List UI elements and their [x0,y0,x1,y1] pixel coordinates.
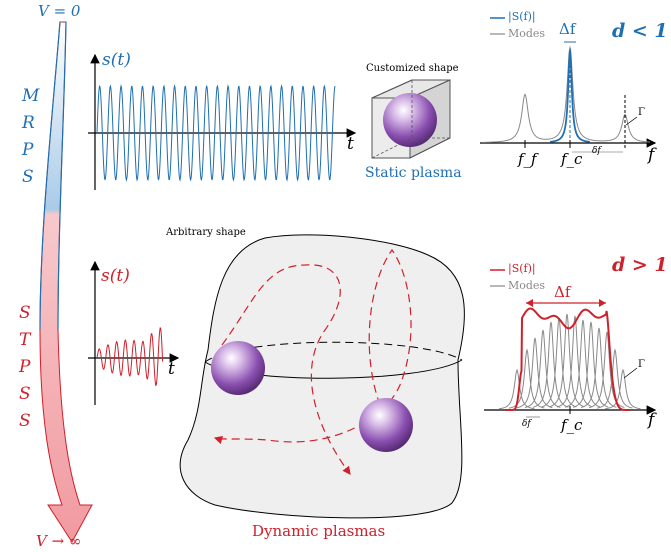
arbitrary-shape-caption: Arbitrary shape [166,227,246,238]
equator-back [204,341,463,363]
plasma-trajectory-1 [221,264,351,475]
static-legend-main: |S(f)| [508,10,536,23]
volume-arrow-top-edge [39,21,61,331]
customized-shape-caption: Customized shape [366,63,459,74]
dynamic-regime-label: d > 1 [612,254,668,276]
volume-bottom-label: V → ∞ [36,532,82,550]
upper-letter-r: R [22,113,35,133]
lower-letter-s2: S [19,384,31,404]
static-signal-label: s(t) [102,50,131,70]
lower-letter-t: T [19,330,31,350]
static-gamma-pointer [625,116,638,126]
dynamic-plasma-sphere-left [211,341,265,395]
static-time-label: t [347,134,354,154]
dynamic-signal-waveform [96,327,164,387]
dynamic-spacing-label: δf [522,419,531,429]
static-legend-modes: Modes [508,27,546,40]
dynamic-damping-label: Γ [638,359,645,370]
static-axis-label: f [648,145,655,165]
dynamic-plasma-sphere-right [359,398,413,452]
volume-arrow-top-edge-right [57,21,67,331]
dynamic-axis-label: f [648,410,655,430]
dynamic-bandwidth-label: Δf [554,283,571,301]
dynamic-spectrum-envelope [505,307,630,411]
upper-letter-s: S [22,167,34,187]
static-spacing-label: δf [592,146,601,156]
upper-letter-m: M [22,86,40,106]
dynamic-spectrum-plot [484,269,657,418]
static-plasma-label: Static plasma [365,165,462,181]
plasma-trajectory-2 [213,248,412,445]
volume-arrow [39,21,93,543]
lower-letter-s1: S [19,303,31,323]
lower-letter-s3: S [19,411,31,431]
static-tick-fc: f_c [561,150,583,168]
dynamic-time-label: t [168,359,175,379]
dynamic-spectrum-modes [498,313,641,410]
dynamic-plasma-shape [179,234,465,519]
upper-letter-p: P [22,140,34,160]
static-plasma-cube [371,79,451,159]
static-signal-plot [88,53,357,190]
static-signal-waveform [96,84,336,182]
dynamic-legend-main: |S(f)| [508,262,536,275]
dynamic-legend-modes: Modes [508,279,546,292]
static-plasma-sphere [383,93,437,147]
dynamic-signal-plot [88,260,180,405]
volume-top-label: V = 0 [38,2,81,20]
static-spectrum-plot [480,17,657,153]
dynamic-tick-fc: f_c [561,416,583,434]
lower-letter-p: P [19,357,31,377]
dynamic-gamma-pointer [623,367,638,379]
static-tick-ff: f_f [518,150,537,168]
static-damping-label: Γ [638,107,645,118]
dynamic-signal-label: s(t) [101,266,130,286]
static-spectrum-modes [481,45,651,143]
static-bandwidth-label: Δf [559,20,576,38]
static-regime-label: d < 1 [612,20,668,42]
dynamic-plasma-label: Dynamic plasmas [252,522,386,540]
